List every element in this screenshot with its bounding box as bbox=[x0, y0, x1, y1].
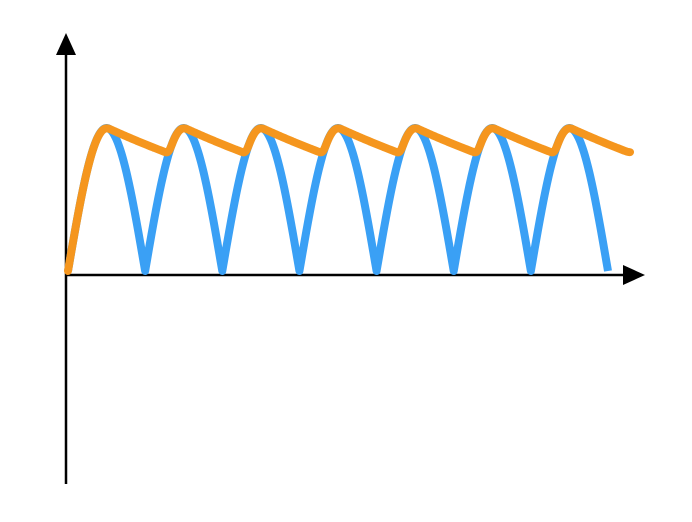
smoothed-output bbox=[64, 124, 634, 275]
y-axis-arrowhead bbox=[56, 33, 76, 55]
x-axis-arrowhead bbox=[623, 265, 645, 285]
